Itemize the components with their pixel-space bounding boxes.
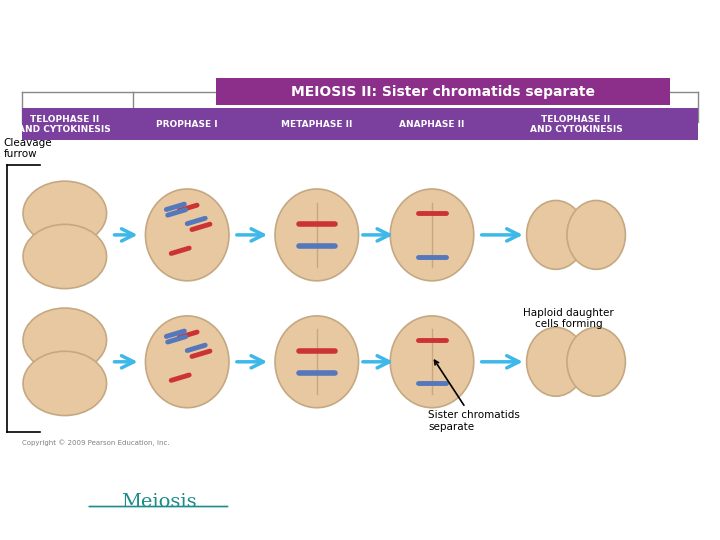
Ellipse shape bbox=[390, 189, 474, 281]
Ellipse shape bbox=[275, 189, 359, 281]
Text: TELOPHASE II
AND CYTOKINESIS: TELOPHASE II AND CYTOKINESIS bbox=[530, 114, 622, 134]
Ellipse shape bbox=[526, 327, 585, 396]
Ellipse shape bbox=[23, 351, 107, 416]
Ellipse shape bbox=[23, 225, 107, 289]
Text: Sister chromatids
separate: Sister chromatids separate bbox=[428, 360, 521, 432]
FancyBboxPatch shape bbox=[22, 108, 698, 140]
Ellipse shape bbox=[23, 308, 107, 373]
FancyBboxPatch shape bbox=[216, 78, 670, 105]
Ellipse shape bbox=[23, 181, 107, 245]
Text: Haploid daughter
cells forming: Haploid daughter cells forming bbox=[523, 308, 614, 329]
Text: MEIOSIS II: Sister chromatids separate: MEIOSIS II: Sister chromatids separate bbox=[291, 85, 595, 99]
Ellipse shape bbox=[390, 316, 474, 408]
Ellipse shape bbox=[145, 316, 229, 408]
Text: Copyright © 2009 Pearson Education, Inc.: Copyright © 2009 Pearson Education, Inc. bbox=[22, 439, 169, 446]
Ellipse shape bbox=[145, 189, 229, 281]
Text: Meiosis: Meiosis bbox=[120, 493, 197, 511]
Ellipse shape bbox=[526, 200, 585, 269]
Ellipse shape bbox=[567, 327, 626, 396]
Text: PROPHASE I: PROPHASE I bbox=[156, 120, 218, 129]
Text: TELOPHASE II
AND CYTOKINESIS: TELOPHASE II AND CYTOKINESIS bbox=[19, 114, 111, 134]
Ellipse shape bbox=[567, 200, 626, 269]
Text: ANAPHASE II: ANAPHASE II bbox=[400, 120, 464, 129]
Text: METAPHASE II: METAPHASE II bbox=[281, 120, 353, 129]
Text: Cleavage
furrow: Cleavage furrow bbox=[4, 138, 53, 159]
Ellipse shape bbox=[275, 316, 359, 408]
